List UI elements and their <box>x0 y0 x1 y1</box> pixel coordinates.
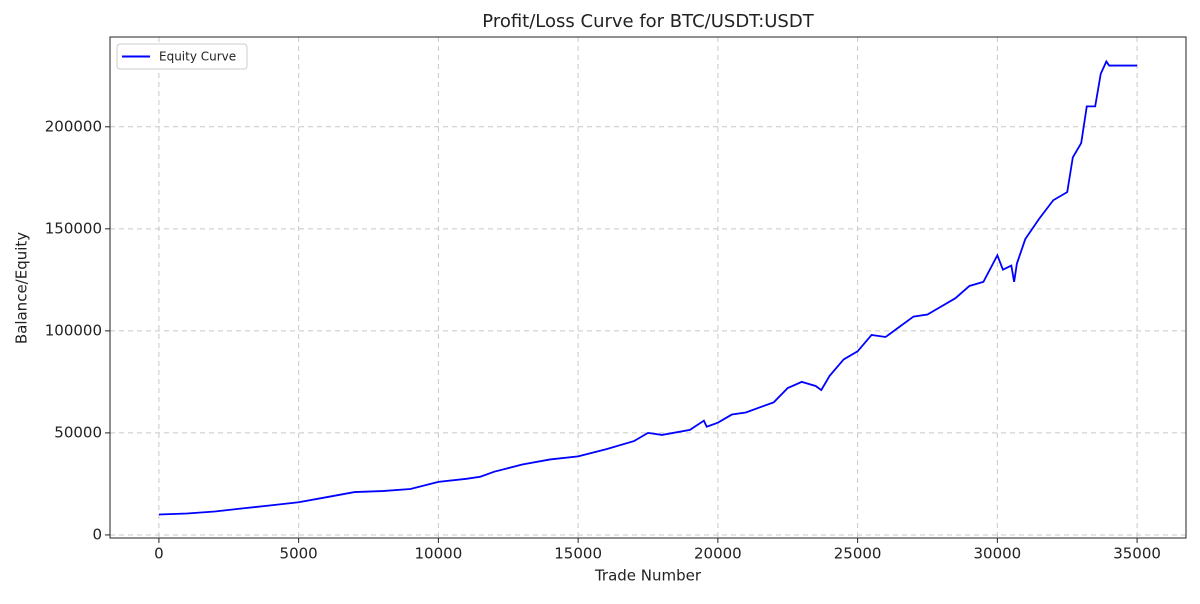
x-tick-label: 15000 <box>554 545 602 563</box>
y-tick-label: 50000 <box>54 423 102 441</box>
x-tick-label: 10000 <box>415 545 463 563</box>
x-tick-label: 35000 <box>1113 545 1161 563</box>
x-tick-label: 0 <box>154 545 164 563</box>
x-tick-label: 25000 <box>834 545 882 563</box>
x-tick-label: 5000 <box>280 545 318 563</box>
y-axis-label: Balance/Equity <box>13 232 31 344</box>
x-tick-label: 30000 <box>973 545 1021 563</box>
plot-frame <box>109 36 1187 539</box>
x-axis-label: Trade Number <box>594 567 702 585</box>
legend-box <box>116 43 248 70</box>
chart-title: Profit/Loss Curve for BTC/USDT:USDT <box>482 11 814 32</box>
y-tick-label: 200000 <box>45 117 102 135</box>
y-tick-label: 0 <box>92 525 102 543</box>
equity-line <box>158 59 1138 516</box>
legend-label: Equity Curve <box>159 50 236 64</box>
y-tick-label: 100000 <box>45 321 102 339</box>
y-tick-label: 150000 <box>45 219 102 237</box>
x-tick-label: 20000 <box>694 545 742 563</box>
